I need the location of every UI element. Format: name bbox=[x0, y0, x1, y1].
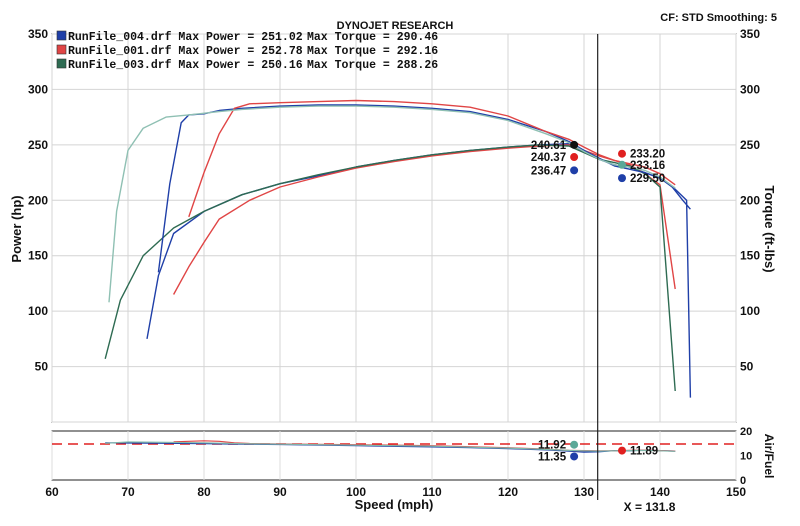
x-tick-label: 110 bbox=[422, 485, 442, 499]
chart-settings: CF: STD Smoothing: 5 bbox=[660, 12, 777, 24]
power-marker-dot bbox=[570, 166, 579, 175]
afr-axis-label: Air/Fuel bbox=[762, 434, 776, 479]
legend-torque-label: Max Torque = 288.26 bbox=[307, 59, 438, 72]
legend: RunFile_004.drf Max Power = 251.02 Max To… bbox=[56, 30, 438, 72]
power-marker-dot bbox=[618, 160, 626, 169]
x-tick-label: 80 bbox=[197, 485, 211, 499]
legend-power-label: RunFile_004.drf Max Power = 251.02 bbox=[68, 31, 303, 44]
afr-grid bbox=[51, 431, 737, 480]
y-tick-label-right: 50 bbox=[740, 360, 754, 374]
y-tick-label-left: 250 bbox=[28, 138, 48, 152]
legend-torque-label: Max Torque = 292.16 bbox=[307, 45, 438, 58]
y-tick-label-left: 300 bbox=[28, 82, 48, 96]
power-marker-label: 233.20 bbox=[630, 149, 665, 161]
y-axis-label-left: Power (hp) bbox=[9, 195, 24, 262]
afr-tick-label: 0 bbox=[740, 475, 746, 487]
y-tick-label-left: 50 bbox=[35, 360, 49, 374]
afr-marker-label: 11.35 bbox=[538, 451, 567, 463]
legend-swatch bbox=[56, 58, 67, 69]
power-marker-label: 236.47 bbox=[531, 165, 566, 177]
y-tick-label-right: 200 bbox=[740, 193, 760, 207]
x-tick-label: 100 bbox=[346, 485, 366, 499]
legend-power-label: RunFile_003.drf Max Power = 250.16 bbox=[68, 59, 303, 72]
afr-marker-label: 11.89 bbox=[630, 446, 658, 458]
chart-title: DYNOJET RESEARCH bbox=[337, 20, 454, 32]
series-line bbox=[146, 142, 692, 398]
y-tick-label-left: 150 bbox=[28, 249, 48, 263]
series-line bbox=[157, 104, 691, 273]
power-marker-dot bbox=[618, 149, 626, 158]
series-line bbox=[104, 144, 676, 392]
y-tick-label-right: 100 bbox=[740, 304, 760, 318]
power-marker-label: 229.50 bbox=[630, 173, 665, 185]
afr-series bbox=[105, 440, 676, 453]
x-tick-label: 120 bbox=[498, 485, 518, 499]
power-marker-label: 240.61 bbox=[531, 140, 567, 152]
y-tick-label-left: 200 bbox=[28, 193, 48, 207]
power-marker-dot bbox=[570, 140, 579, 149]
y-tick-label-right: 300 bbox=[740, 82, 760, 96]
x-axis-label: Speed (mph) bbox=[355, 497, 434, 512]
series-line bbox=[172, 144, 676, 295]
power-marker-dot bbox=[618, 174, 626, 183]
main-plot-area bbox=[51, 33, 737, 423]
x-tick-label: 130 bbox=[574, 485, 594, 499]
y-tick-label-right: 250 bbox=[740, 138, 760, 152]
x-tick-label: 90 bbox=[273, 485, 287, 499]
afr-marker-dot bbox=[618, 446, 626, 455]
y-tick-label-right: 350 bbox=[740, 27, 760, 41]
legend-power-label: RunFile_001.drf Max Power = 252.78 bbox=[68, 45, 303, 58]
power-marker-label: 240.37 bbox=[531, 152, 566, 164]
afr-series-line bbox=[105, 441, 676, 452]
afr-tick-label: 10 bbox=[740, 451, 752, 463]
legend-torque-label: Max Torque = 290.46 bbox=[307, 31, 438, 44]
y-tick-label-left: 350 bbox=[28, 27, 48, 41]
power-marker-dot bbox=[570, 153, 579, 162]
power-marker-label: 233.16 bbox=[630, 160, 665, 172]
y-axis-label-right: Torque (ft-lbs) bbox=[762, 185, 777, 272]
y-tick-label-left: 100 bbox=[28, 304, 48, 318]
main-grid bbox=[51, 33, 737, 423]
legend-swatch bbox=[56, 44, 67, 55]
x-tick-label: 60 bbox=[45, 485, 59, 499]
x-tick-label: 150 bbox=[726, 485, 746, 499]
x-tick-label: 70 bbox=[121, 485, 135, 499]
afr-marker-dot bbox=[570, 452, 579, 461]
afr-tick-label: 20 bbox=[740, 426, 752, 438]
x-tick-label: 140 bbox=[650, 485, 670, 499]
afr-marker-dot bbox=[570, 440, 579, 449]
y-tick-label-right: 150 bbox=[740, 249, 760, 263]
legend-swatch bbox=[56, 30, 67, 41]
series-line bbox=[108, 105, 676, 303]
cursor-label: X = 131.8 bbox=[624, 500, 676, 514]
afr-marker-label: 11.92 bbox=[538, 440, 566, 452]
